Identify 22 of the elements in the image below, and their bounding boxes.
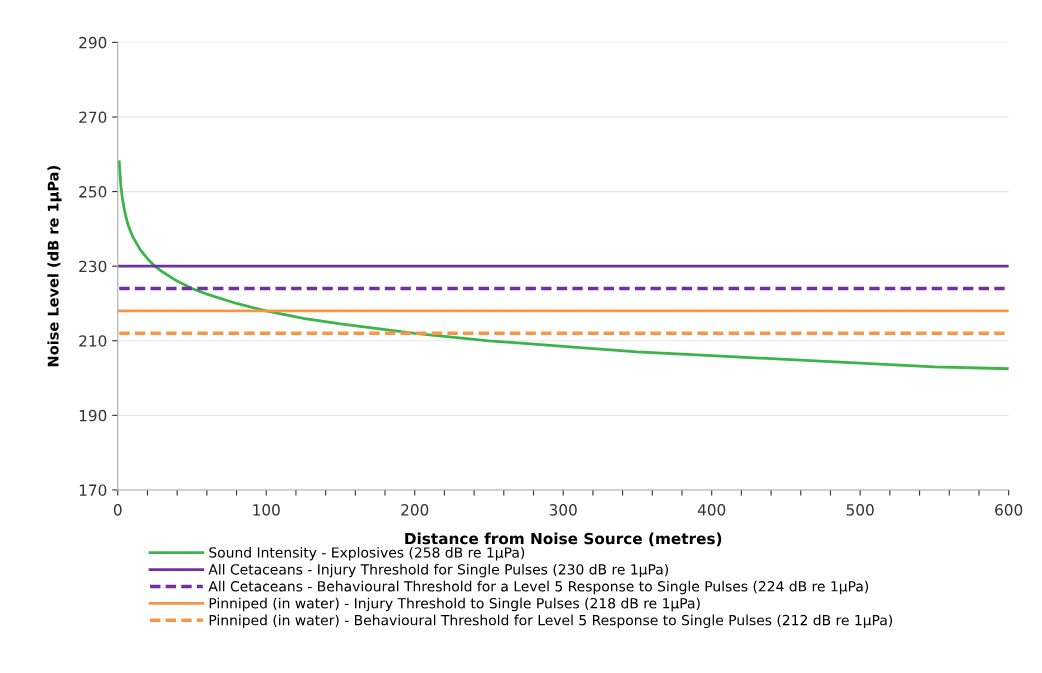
legend-label: Pinniped (in water) - Injury Threshold to Single Pulses (218 dB re 1µPa) <box>209 597 700 612</box>
y-tick-label: 230 <box>79 260 107 273</box>
legend-label: Sound Intensity - Explosives (258 dB re 1µPa) <box>209 546 525 561</box>
y-tick-label: 190 <box>79 409 107 422</box>
y-tick-label: 290 <box>79 36 107 49</box>
x-tick-label: 200 <box>401 504 429 516</box>
x-tick-label: 600 <box>995 504 1023 516</box>
legend-label: All Cetaceans - Injury Threshold for Single Pulses (230 dB re 1µPa) <box>208 563 668 578</box>
legend-label: All Cetaceans - Behavioural Threshold for a Level 5 Response to Single Pulses (224 dB re 1µPa) <box>208 580 869 595</box>
y-tick-label: 210 <box>79 335 107 347</box>
x-tick-label: 500 <box>846 504 874 516</box>
x-axis-title: Distance from Noise Source (metres) <box>405 532 722 547</box>
x-tick-label: 300 <box>549 504 577 516</box>
legend-label: Pinniped (in water) - Behavioural Threshold for Level 5 Response to Single Pulses (212 dB re 1µPa) <box>209 614 893 629</box>
y-axis-title: Noise Level (dB re 1µPa) <box>47 166 62 367</box>
x-tick-label: 100 <box>253 504 280 516</box>
y-tick-label: 250 <box>79 186 107 198</box>
x-tick-label: 0 <box>113 504 122 516</box>
y-tick-label: 170 <box>79 484 107 496</box>
y-tick-label: 270 <box>79 111 107 124</box>
line-series <box>117 160 1009 371</box>
x-tick-label: 400 <box>697 504 726 516</box>
